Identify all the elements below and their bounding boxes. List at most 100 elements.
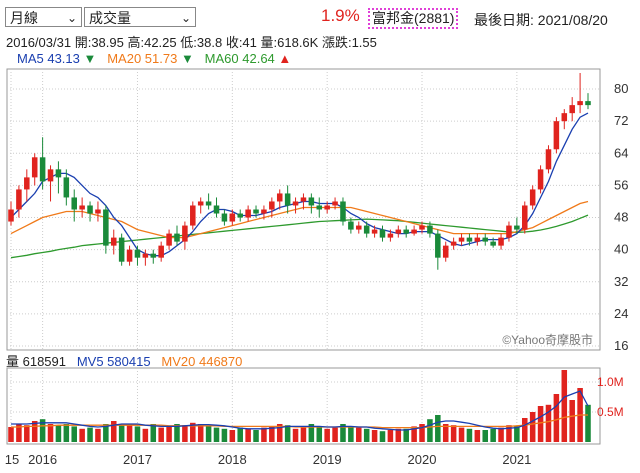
volume-bar[interactable] xyxy=(348,426,354,442)
candle[interactable] xyxy=(166,229,172,250)
candle[interactable] xyxy=(577,73,583,114)
candle[interactable] xyxy=(269,197,275,218)
candle[interactable] xyxy=(31,153,38,186)
volume-bar[interactable] xyxy=(498,427,504,442)
volume-bar[interactable] xyxy=(110,421,117,442)
candle[interactable] xyxy=(221,209,228,226)
volume-bar[interactable] xyxy=(31,421,38,442)
volume-bar[interactable] xyxy=(553,394,560,442)
candle[interactable] xyxy=(553,117,560,154)
candle[interactable] xyxy=(522,201,528,234)
candle[interactable] xyxy=(569,97,575,122)
volume-bar[interactable] xyxy=(16,424,22,442)
volume-bar[interactable] xyxy=(245,428,251,442)
volume-bar[interactable] xyxy=(363,428,370,442)
candle[interactable] xyxy=(284,185,291,214)
candle[interactable] xyxy=(237,209,243,222)
volume-bar[interactable] xyxy=(490,428,496,442)
candle[interactable] xyxy=(55,161,62,194)
candle[interactable] xyxy=(442,241,449,262)
candle[interactable] xyxy=(387,229,394,242)
candle[interactable] xyxy=(182,221,188,250)
candle[interactable] xyxy=(324,201,330,214)
volume-bar[interactable] xyxy=(118,424,125,442)
candle[interactable] xyxy=(197,197,204,214)
candle[interactable] xyxy=(363,221,370,238)
volume-bar[interactable] xyxy=(190,422,196,442)
volume-bar[interactable] xyxy=(284,425,291,442)
candle[interactable] xyxy=(490,237,496,248)
volume-bar[interactable] xyxy=(79,428,85,442)
candle[interactable] xyxy=(158,241,164,262)
candle[interactable] xyxy=(261,205,267,220)
volume-bar[interactable] xyxy=(142,428,149,442)
volume-bar[interactable] xyxy=(356,427,362,442)
volume-bar[interactable] xyxy=(387,430,394,442)
candle[interactable] xyxy=(245,205,251,222)
volume-bar[interactable] xyxy=(332,427,338,442)
stock-name[interactable]: 富邦金(2881) xyxy=(368,8,459,29)
candle[interactable] xyxy=(537,165,544,194)
volume-bar[interactable] xyxy=(474,430,481,442)
candle[interactable] xyxy=(529,185,536,210)
volume-bar[interactable] xyxy=(237,427,243,442)
volume-bar[interactable] xyxy=(150,424,157,442)
candle[interactable] xyxy=(466,233,473,246)
candle[interactable] xyxy=(403,225,409,238)
candle[interactable] xyxy=(150,249,157,264)
volume-bar[interactable] xyxy=(324,428,330,442)
candle[interactable] xyxy=(514,217,520,234)
candle[interactable] xyxy=(316,197,323,218)
volume-bar[interactable] xyxy=(253,430,259,442)
candle[interactable] xyxy=(190,201,196,230)
volume-bar[interactable] xyxy=(205,426,212,442)
candle[interactable] xyxy=(498,233,504,250)
candle[interactable] xyxy=(450,237,457,250)
volume-bar[interactable] xyxy=(506,425,512,442)
volume-bar[interactable] xyxy=(427,419,433,442)
volume-bar[interactable] xyxy=(537,406,544,442)
volume-bar[interactable] xyxy=(95,428,101,442)
volume-bar[interactable] xyxy=(411,426,417,442)
candle[interactable] xyxy=(134,245,141,266)
volume-bar[interactable] xyxy=(269,426,275,442)
volume-bar[interactable] xyxy=(435,415,441,442)
indicator-select[interactable]: 成交量 ⌄ xyxy=(84,7,196,27)
candle[interactable] xyxy=(103,205,109,254)
volume-bar[interactable] xyxy=(419,424,425,442)
volume-bar[interactable] xyxy=(316,426,323,442)
volume-bar[interactable] xyxy=(529,412,536,442)
volume-bar[interactable] xyxy=(24,425,30,442)
candle[interactable] xyxy=(87,201,93,222)
volume-bar[interactable] xyxy=(63,424,70,442)
candle[interactable] xyxy=(229,209,236,226)
volume-bar[interactable] xyxy=(261,427,267,442)
volume-bar[interactable] xyxy=(276,424,283,442)
candle[interactable] xyxy=(340,197,346,226)
volume-bar[interactable] xyxy=(340,424,346,442)
volume-bar[interactable] xyxy=(166,426,172,442)
candle[interactable] xyxy=(379,225,386,242)
period-select[interactable]: 月線 ⌄ xyxy=(5,7,82,27)
candle[interactable] xyxy=(482,233,489,246)
candle[interactable] xyxy=(435,229,441,270)
volume-bar[interactable] xyxy=(308,424,315,442)
candle[interactable] xyxy=(126,245,133,266)
volume-bar[interactable] xyxy=(403,428,409,442)
volume-bar[interactable] xyxy=(221,428,228,442)
candle[interactable] xyxy=(253,205,259,218)
volume-bar[interactable] xyxy=(371,430,378,442)
candle[interactable] xyxy=(419,221,425,234)
volume-bar[interactable] xyxy=(39,419,46,442)
candle[interactable] xyxy=(205,193,212,210)
candle[interactable] xyxy=(142,249,149,266)
volume-bar[interactable] xyxy=(174,424,180,442)
candle[interactable] xyxy=(110,229,117,255)
candle[interactable] xyxy=(506,221,512,242)
volume-bar[interactable] xyxy=(292,428,299,442)
candle[interactable] xyxy=(47,165,54,202)
volume-bar[interactable] xyxy=(466,428,473,442)
candle[interactable] xyxy=(71,189,77,222)
candle[interactable] xyxy=(356,221,362,234)
